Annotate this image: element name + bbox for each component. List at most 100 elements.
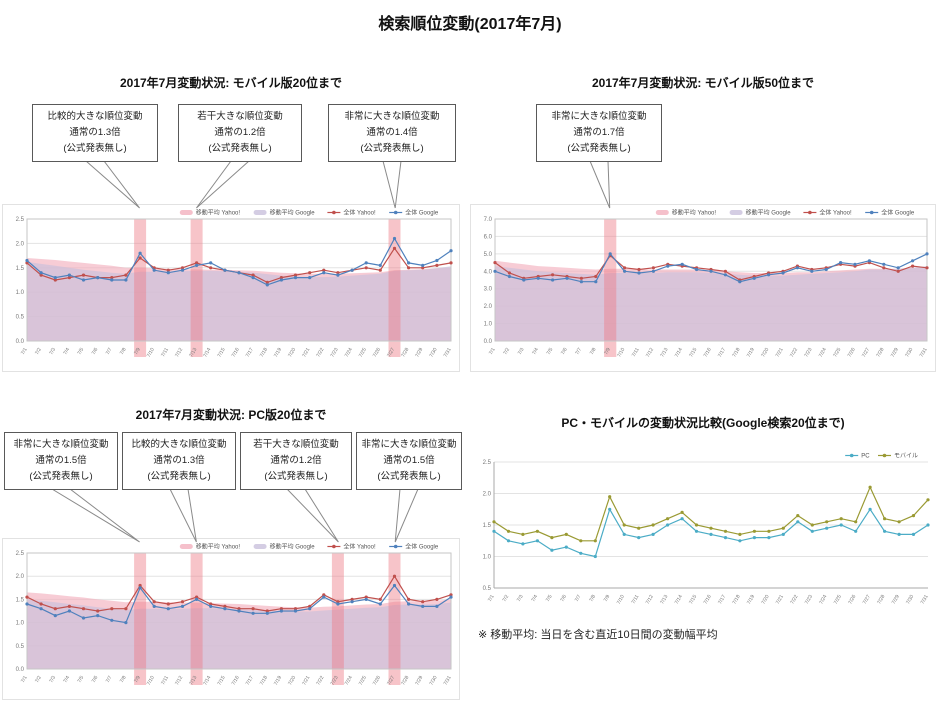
svg-text:7/21: 7/21 — [301, 675, 311, 687]
svg-text:7/4: 7/4 — [530, 594, 539, 603]
svg-text:7/3: 7/3 — [48, 347, 57, 356]
svg-text:7/7: 7/7 — [105, 675, 114, 684]
annotation-callout: 若干大きな順位変動 通常の1.2倍 (公式発表無し) — [240, 432, 352, 490]
svg-text:7/6: 7/6 — [91, 347, 100, 356]
svg-text:7/29: 7/29 — [891, 594, 901, 606]
svg-text:7/30: 7/30 — [429, 675, 439, 687]
svg-text:7/11: 7/11 — [631, 594, 641, 605]
svg-text:7/30: 7/30 — [429, 347, 439, 359]
svg-text:7/2: 7/2 — [34, 675, 43, 684]
chart-mobile-top20: 0.0 0.5 1.0 1.5 2.0 2.5 7/1 7/2 7/3 7/4 7/5 7/6 7/7 7… — [2, 204, 460, 372]
callout-text: 非常に大きな順位変動 — [13, 439, 109, 451]
svg-text:1.0: 1.0 — [483, 555, 492, 561]
svg-text:0.5: 0.5 — [483, 586, 492, 592]
line-chart-svg: 0.0 1.0 2.0 3.0 4.0 5.0 6.0 7.0 7/1 7/2 7/3 7/4 7/5 7… — [484, 209, 929, 359]
svg-text:7/16: 7/16 — [231, 675, 241, 687]
svg-text:移動平均 Google: 移動平均 Google — [746, 209, 792, 217]
svg-text:7/7: 7/7 — [105, 347, 114, 356]
annotation-callout: 若干大きな順位変動 通常の1.2倍 (公式発表無し) — [178, 104, 302, 162]
svg-text:7/18: 7/18 — [731, 347, 741, 359]
svg-text:7/27: 7/27 — [861, 347, 871, 359]
svg-text:全体 Yahoo!: 全体 Yahoo! — [343, 543, 376, 551]
svg-text:7/22: 7/22 — [789, 347, 799, 359]
svg-text:6.0: 6.0 — [484, 234, 493, 240]
svg-text:7/14: 7/14 — [202, 675, 212, 687]
svg-text:7/28: 7/28 — [876, 594, 886, 606]
svg-text:7/24: 7/24 — [344, 675, 354, 687]
svg-text:7/15: 7/15 — [688, 347, 698, 359]
svg-text:7/5: 7/5 — [545, 594, 554, 603]
svg-text:7/15: 7/15 — [217, 347, 227, 359]
svg-text:7/24: 7/24 — [818, 347, 828, 359]
panel-pc-top20: 2017年7月変動状況: PC版20位まで 0.0 0.5 1.0 1.5 2.0 2.5… — [2, 400, 462, 702]
svg-text:7/21: 7/21 — [775, 347, 785, 359]
callout-text: 比較的大きな順位変動 — [131, 439, 227, 451]
svg-text:7/13: 7/13 — [188, 675, 198, 687]
svg-text:2.0: 2.0 — [16, 574, 25, 580]
svg-text:7/17: 7/17 — [245, 347, 255, 359]
svg-text:7/1: 7/1 — [20, 347, 29, 356]
annotation-callout: 非常に大きな順位変動 通常の1.5倍 (公式発表無し) — [4, 432, 118, 490]
svg-text:7/29: 7/29 — [414, 347, 424, 359]
svg-text:7/6: 7/6 — [91, 675, 100, 684]
svg-text:7/28: 7/28 — [400, 675, 410, 687]
svg-text:2.0: 2.0 — [16, 241, 25, 247]
svg-text:7/9: 7/9 — [603, 594, 612, 603]
svg-text:2.0: 2.0 — [483, 492, 492, 498]
svg-text:7/22: 7/22 — [315, 347, 325, 359]
svg-text:7/30: 7/30 — [904, 347, 914, 359]
svg-text:7/10: 7/10 — [616, 594, 626, 606]
panel-mobile-top20: 2017年7月変動状況: モバイル版20位まで 0.0 0.5 1.0 1.5 2.0 2… — [2, 68, 460, 376]
svg-text:2.0: 2.0 — [484, 304, 493, 310]
svg-text:7/4: 7/4 — [62, 347, 71, 356]
svg-text:7/26: 7/26 — [847, 594, 857, 606]
callout-text: 通常の1.7倍 — [573, 127, 625, 139]
panel-pc-mobile-comparison: PC・モバイルの変動状況比較(Google検索20位まで) 0.5 1.0 1.5 2… — [470, 408, 936, 698]
svg-text:7/7: 7/7 — [574, 347, 583, 356]
svg-text:1.0: 1.0 — [16, 621, 25, 627]
svg-text:5.0: 5.0 — [484, 252, 493, 258]
svg-text:1.5: 1.5 — [16, 597, 25, 603]
svg-text:7/10: 7/10 — [146, 675, 156, 687]
callout-text: (公式発表無し) — [360, 143, 424, 155]
svg-text:全体 Yahoo!: 全体 Yahoo! — [819, 209, 852, 217]
svg-text:全体 Google: 全体 Google — [405, 209, 439, 217]
callout-text: (公式発表無し) — [208, 143, 272, 155]
callout-text: (公式発表無し) — [377, 471, 441, 483]
svg-text:7/9: 7/9 — [133, 675, 142, 684]
svg-text:7/22: 7/22 — [315, 675, 325, 687]
svg-text:7/3: 7/3 — [48, 675, 57, 684]
svg-text:7/14: 7/14 — [202, 347, 212, 359]
svg-text:7/10: 7/10 — [146, 347, 156, 359]
svg-text:7/16: 7/16 — [703, 594, 713, 606]
svg-text:7/8: 7/8 — [588, 594, 597, 603]
svg-text:3.0: 3.0 — [484, 287, 493, 293]
chart-title-pc-top20: 2017年7月変動状況: PC版20位まで — [135, 408, 327, 422]
svg-text:7/8: 7/8 — [119, 675, 128, 684]
svg-text:7/23: 7/23 — [330, 347, 340, 359]
svg-text:7/6: 7/6 — [560, 347, 569, 356]
svg-text:7/5: 7/5 — [77, 675, 86, 684]
svg-text:7/18: 7/18 — [259, 675, 269, 687]
svg-text:移動平均 Google: 移動平均 Google — [270, 543, 316, 551]
callout-text: 通常の1.5倍 — [35, 455, 87, 467]
svg-text:7/27: 7/27 — [386, 675, 396, 687]
svg-text:7/23: 7/23 — [804, 594, 814, 606]
svg-text:7/8: 7/8 — [119, 347, 128, 356]
svg-text:7/20: 7/20 — [760, 347, 770, 359]
svg-text:7/23: 7/23 — [330, 675, 340, 687]
svg-text:7/13: 7/13 — [659, 347, 669, 359]
svg-text:移動平均 Yahoo!: 移動平均 Yahoo! — [196, 543, 241, 551]
callout-text: (公式発表無し) — [29, 471, 93, 483]
chart-pc-top20: 0.0 0.5 1.0 1.5 2.0 2.5 7/1 7/2 7/3 7/4 7/5 7/6 7/7 7… — [2, 538, 460, 700]
svg-text:7/31: 7/31 — [443, 347, 453, 359]
svg-text:4.0: 4.0 — [484, 269, 493, 275]
svg-text:0.0: 0.0 — [484, 339, 493, 345]
svg-text:7/26: 7/26 — [372, 675, 382, 687]
svg-text:7/27: 7/27 — [386, 347, 396, 359]
callout-text: 非常に大きな順位変動 — [551, 111, 647, 123]
svg-text:全体 Google: 全体 Google — [405, 543, 439, 551]
svg-text:7/29: 7/29 — [890, 347, 900, 359]
line-chart-svg: 0.5 1.0 1.5 2.0 2.5 7/1 7/2 7/3 7/4 7/5 7/6 7/7 7/8 7… — [483, 453, 930, 606]
svg-text:PC: PC — [861, 454, 870, 460]
